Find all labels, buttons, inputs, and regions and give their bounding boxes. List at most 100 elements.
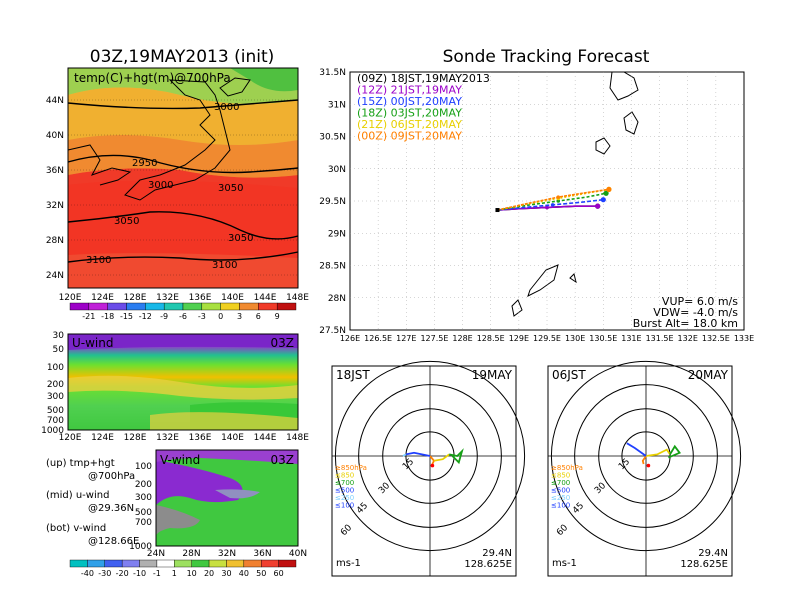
lon-tick-label: 127.5E [420,334,448,343]
vwind-time: 03Z [271,453,295,467]
hodograph-right: 06JST 20MAY15304560≥850hPa≤850≤700≤500≤25… [547,360,742,577]
contour-label: 3100 [212,260,237,271]
hodograph-legend-entry: ≤500 [551,487,570,495]
lat-tick-label: 27.5N [319,326,346,336]
uwind-label: U-wind [72,336,113,350]
legend-entry: (18Z) 03JST,20MAY [357,107,462,120]
lat-tick-label: 40N [46,131,64,141]
contour-label: 3050 [228,233,253,244]
tracking-title: Sonde Tracking Forecast [443,47,650,67]
panel-label: temp(C)+hgt(m)@700hPa [74,71,231,85]
colorbar-label: -10 [133,569,146,578]
track-end-point [606,186,612,192]
colorbar-label: 10 [187,569,197,578]
temp-colorbar: -21 -18 -15 -12 -9 -6 -3 0 3 6 9 [69,302,297,321]
tracking-legend: (09Z) 18JST,19MAY2013(12Z) 21JST,19MAY (1… [357,72,490,143]
colorbar-label: -30 [98,569,111,578]
colorbar-cell [226,559,245,568]
contour-label: 3050 [218,183,243,194]
contour-labels: 3000 2950 3000 3050 3050 3050 3100 3100 [86,102,253,271]
colorbar-label: 50 [256,569,266,578]
colorbar-label: 40 [239,569,249,578]
colorbar-label: 6 [256,312,261,321]
lat-tick-label: 31.5N [319,68,346,78]
pressure-tick-label: 1000 [41,426,64,436]
param-line: VUP= 6.0 m/s [662,295,738,308]
lat-tick-label: 30N [328,165,346,175]
colorbar-label: 0 [218,312,223,321]
lat-tick-label: 36N [46,166,64,176]
legend-entry: (09Z) 18JST,19MAY2013 [357,72,490,85]
colorbar-cell [139,559,158,568]
temp-map [67,67,299,289]
colorbar-cell [145,302,165,311]
vwind-label: V-wind [160,453,200,467]
hodograph-trace [433,453,450,462]
colorbar-cell [220,302,240,311]
colorbar-label: -9 [160,312,168,321]
colorbar-label: 9 [275,312,280,321]
colorbar-label: 30 [221,569,231,578]
lon-tick-label: 128.5E [477,334,505,343]
legend-entry: (12Z) 21JST,19MAY [357,84,462,97]
lon-tick-label: 128E [124,293,147,303]
colorbar-cell [121,559,140,568]
colorbar-label: -40 [81,569,94,578]
lon-tick-label: 132E [678,334,698,343]
vwind-lat-ticks: 24N 28N 32N 36N 40N [147,549,307,559]
colorbar-cell [182,302,203,311]
lat-tick-label: 31N [328,100,346,110]
note-line: @700hPa [88,471,135,482]
hodograph-legend-entry: ≤100 [551,502,570,510]
lat-tick-label: 40N [289,549,307,559]
surface-point [430,463,435,468]
pressure-tick-label: 50 [53,345,65,355]
hodograph-right-label: 19MAY [472,368,513,382]
lat-tick-label: 32N [218,549,236,559]
hodograph-trace [668,444,682,459]
colorbar-label: 3 [237,312,242,321]
uwind-time: 03Z [271,336,295,350]
colorbar-cell [87,559,105,568]
surface-point [646,463,651,468]
uwind-lon-ticks: 120E 124E 128E 132E 136E 140E 144E 148E [59,433,310,443]
colorbar-cell [208,559,227,568]
lon-tick-label: 130.5E [589,334,617,343]
colorbar-cell [156,559,175,568]
colorbar-cell [276,302,297,311]
lon-tick-label: 133E [734,334,754,343]
lat-tick-label: 29N [328,229,346,239]
colorbar-cell [107,302,127,311]
lon-tick-label: 132.5E [702,334,730,343]
note-line: (up) tmp+hgt [46,458,115,469]
colorbar-label: -12 [139,312,152,321]
colorbar-label: 60 [274,569,284,578]
hodograph-legend-entry: ≤500 [335,487,354,495]
hodograph-legend-entry: ≤100 [335,502,354,510]
unit-label: ms-1 [552,558,577,569]
lon-tick-label: 120E [59,293,82,303]
colorbar-cell [278,559,297,568]
contour-label: 3050 [114,216,139,227]
lat-tick-label: 28N [328,294,346,304]
hodograph-right-label: 20MAY [688,368,729,382]
lat-tick-label: 44N [46,96,64,106]
colorbar-cell [201,302,221,311]
pressure-tick-label: 700 [47,416,64,426]
colorbar-cell [261,559,279,568]
param-line: Burst Alt= 18.0 km [633,317,738,330]
colorbar-cell [163,302,184,311]
left-title: 03Z,19MAY2013 (init) [90,47,275,67]
lon-tick-label: 120E [59,433,82,443]
pressure-tick-label: 100 [47,363,64,373]
left-lon-ticks: 120E 124E 128E 132E 136E 140E 144E 148E [59,293,310,303]
colorbar-label: -1 [153,569,161,578]
lat-tick-label: 30.5N [319,133,346,143]
lon-tick-label: 129E [509,334,529,343]
track-mid-point [556,199,561,203]
hodograph-frame [547,365,733,577]
lon-tick-label: 130E [565,334,585,343]
colorbar-cell [243,559,262,568]
colorbar-cell [191,559,210,568]
